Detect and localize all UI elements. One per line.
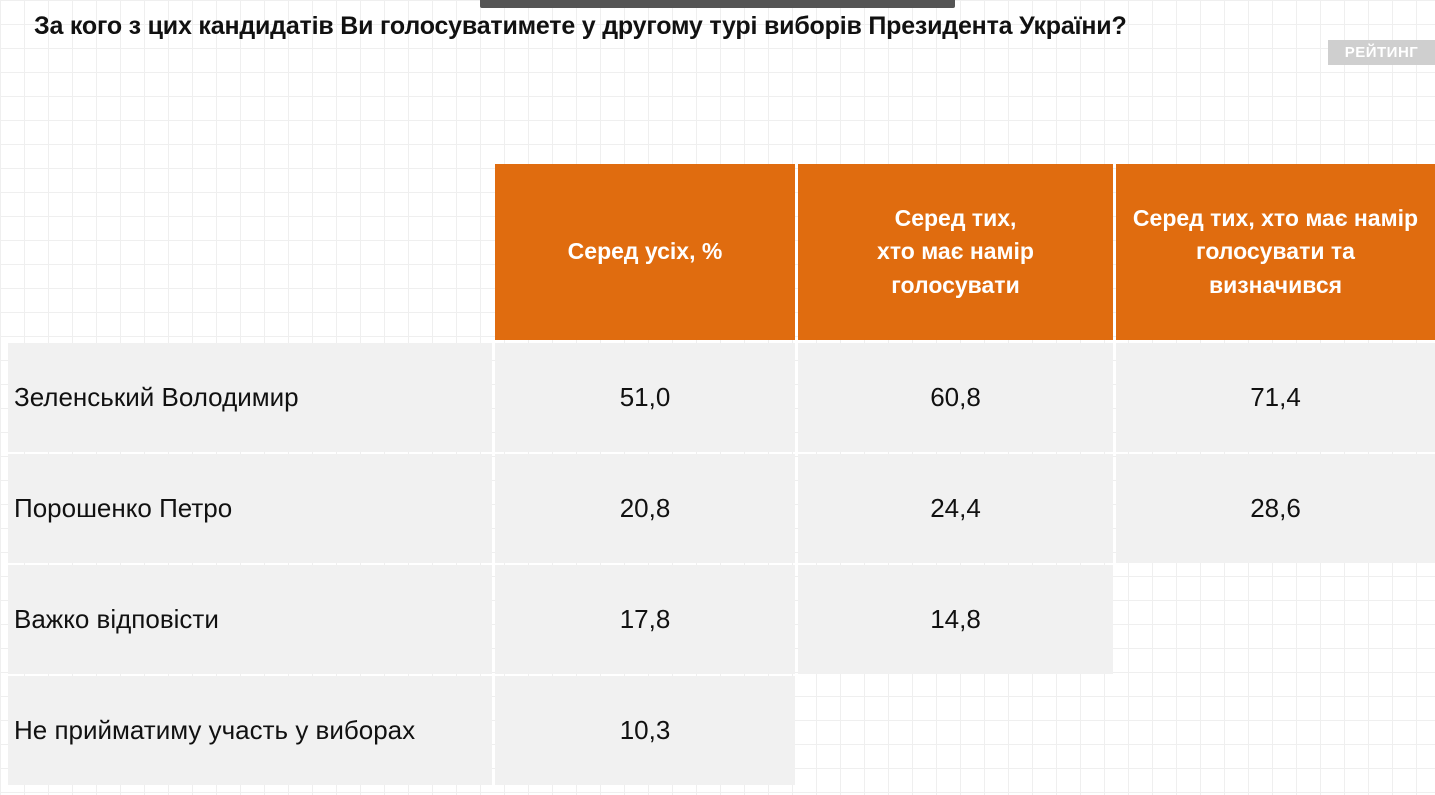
table-cell: 20,8 <box>495 454 795 563</box>
row-label: Важко відповісти <box>8 565 492 674</box>
table-cell: 51,0 <box>495 343 795 452</box>
table-cell: 24,4 <box>798 454 1113 563</box>
table-cell: 28,6 <box>1116 454 1435 563</box>
chart-title: За кого з цих кандидатів Ви голосуватиме… <box>34 12 1127 40</box>
table-cell: 60,8 <box>798 343 1113 452</box>
row-label: Порошенко Петро <box>8 454 492 563</box>
table-cell: 10,3 <box>495 676 795 785</box>
top-bar <box>480 0 955 8</box>
column-header-all: Серед усіх, % <box>495 164 795 340</box>
row-label: Зеленський Володимир <box>8 343 492 452</box>
table-cell: 14,8 <box>798 565 1113 674</box>
row-label: Не прийматиму участь у виборах <box>8 676 492 785</box>
table-cell: 71,4 <box>1116 343 1435 452</box>
table-cell: 17,8 <box>495 565 795 674</box>
rating-logo: РЕЙТИНГ <box>1328 40 1435 65</box>
column-header-intend-to-vote: Серед тих, хто має намір голосувати <box>798 164 1113 340</box>
column-header-decided: Серед тих, хто має намір голосувати та в… <box>1116 164 1435 340</box>
